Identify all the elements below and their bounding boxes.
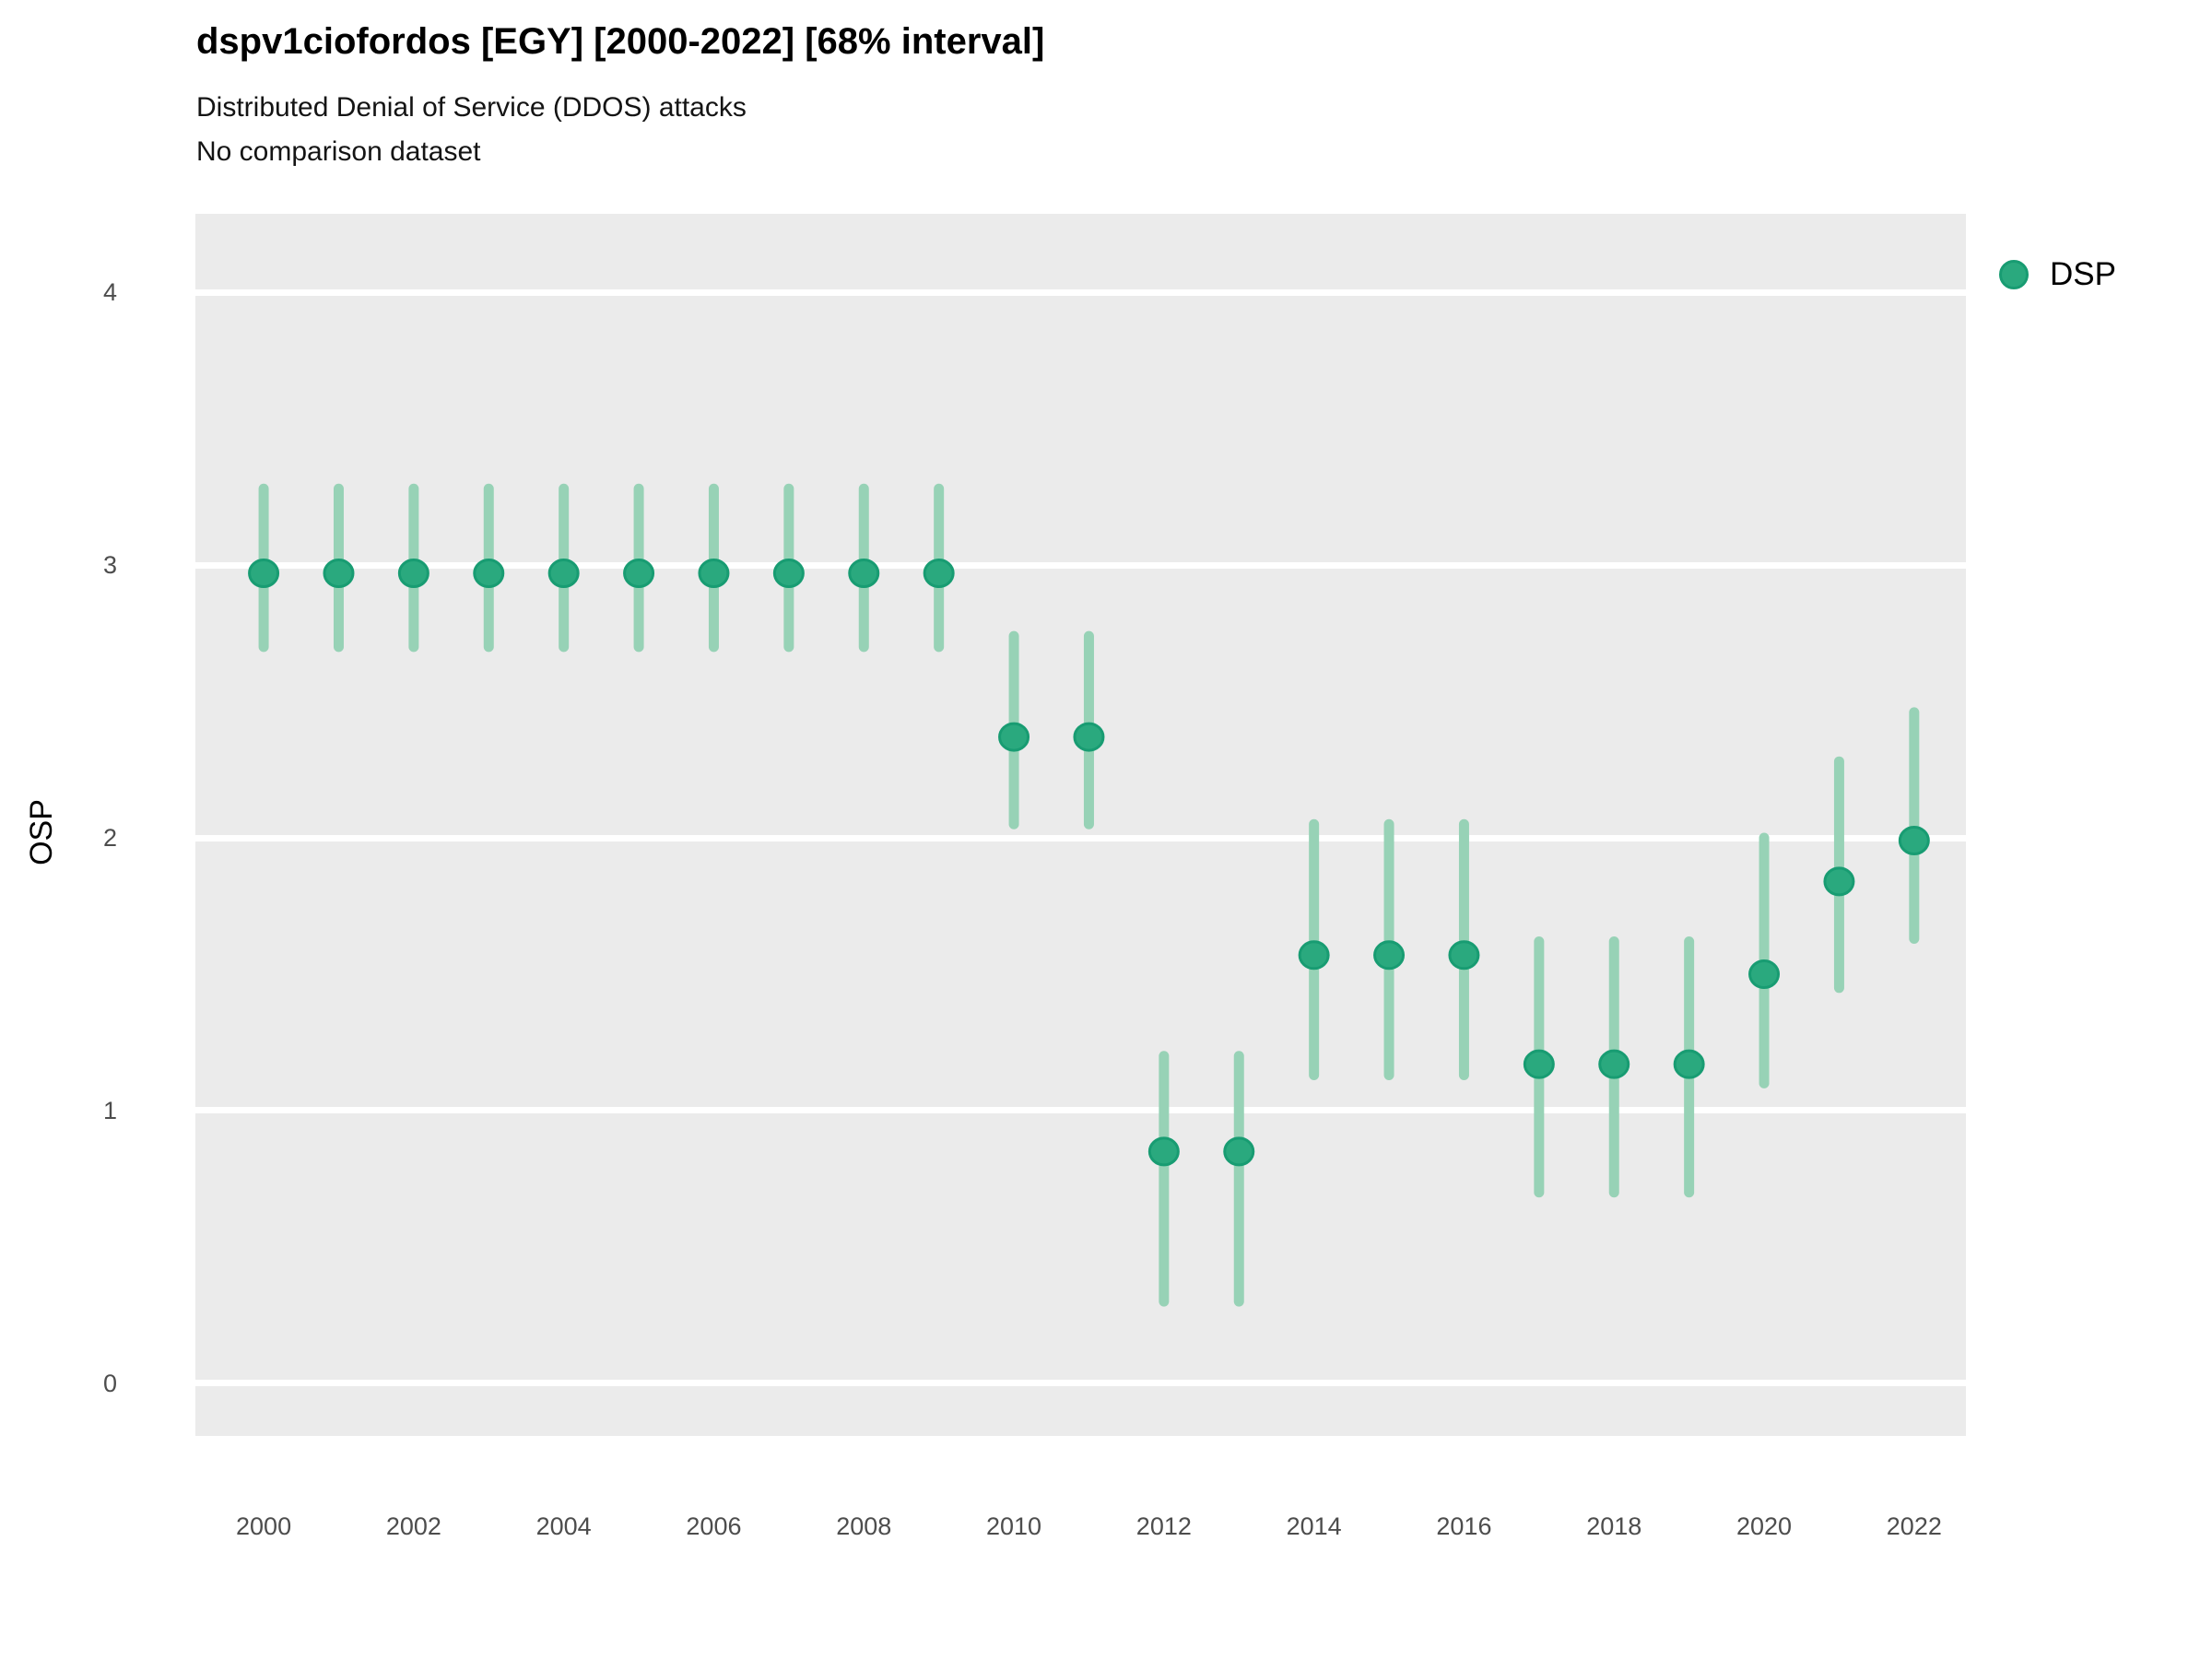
point-marker [1898, 826, 1930, 856]
point-marker [1373, 940, 1406, 971]
point-marker [1073, 722, 1105, 752]
x-tick-label: 2010 [986, 1512, 1042, 1540]
point-marker [323, 559, 355, 589]
x-tick-label: 2006 [686, 1512, 742, 1540]
point-marker [1598, 1049, 1630, 1079]
legend-label: DSP [2050, 256, 2116, 292]
chart-title: dspv1ciofordos [EGY] [2000-2022] [68% in… [196, 21, 1045, 62]
point-marker [1673, 1049, 1705, 1079]
h-gridline [195, 1107, 1966, 1114]
x-tick-label: 2008 [836, 1512, 892, 1540]
x-tick-label: 2020 [1735, 1512, 1793, 1540]
x-tick-label: 2000 [236, 1512, 292, 1540]
point-marker [698, 559, 730, 589]
x-tick-label: 2012 [1135, 1512, 1192, 1540]
point-marker [848, 559, 880, 589]
h-gridline [195, 834, 1966, 841]
point-marker [623, 559, 655, 589]
point-marker [473, 559, 505, 589]
point-marker [1448, 940, 1480, 971]
point-marker [772, 559, 805, 589]
point-marker [998, 722, 1030, 752]
point-marker [1823, 866, 1855, 897]
x-tick-label: 2014 [1286, 1512, 1342, 1540]
point-marker [1147, 1136, 1180, 1167]
y-tick-label: 2 [102, 824, 117, 853]
x-tick-label: 2022 [1886, 1512, 1942, 1540]
point-marker [923, 559, 955, 589]
h-gridline [195, 288, 1966, 296]
point-marker [1748, 959, 1781, 990]
h-gridline [195, 561, 1966, 569]
x-tick-label: 2002 [385, 1512, 441, 1540]
comparison-note: No comparison dataset [196, 136, 481, 167]
point-marker [1223, 1136, 1255, 1167]
x-tick-label: 2018 [1586, 1512, 1642, 1540]
h-gridline [195, 1380, 1966, 1387]
y-tick-label: 1 [102, 1096, 117, 1124]
legend-point-icon [1999, 260, 2029, 289]
x-tick-label: 2016 [1436, 1512, 1492, 1540]
y-tick-label: 0 [102, 1369, 117, 1397]
chart-subtitle: Distributed Denial of Service (DDOS) att… [196, 92, 747, 123]
point-marker [248, 559, 280, 589]
x-tick-label: 2004 [535, 1512, 592, 1540]
point-marker [1523, 1049, 1555, 1079]
point-marker [397, 559, 429, 589]
point-marker [547, 559, 580, 589]
y-tick-label: 3 [102, 551, 117, 580]
plot-panel [195, 214, 1966, 1436]
y-tick-label: 4 [102, 278, 117, 307]
point-marker [1298, 940, 1330, 971]
